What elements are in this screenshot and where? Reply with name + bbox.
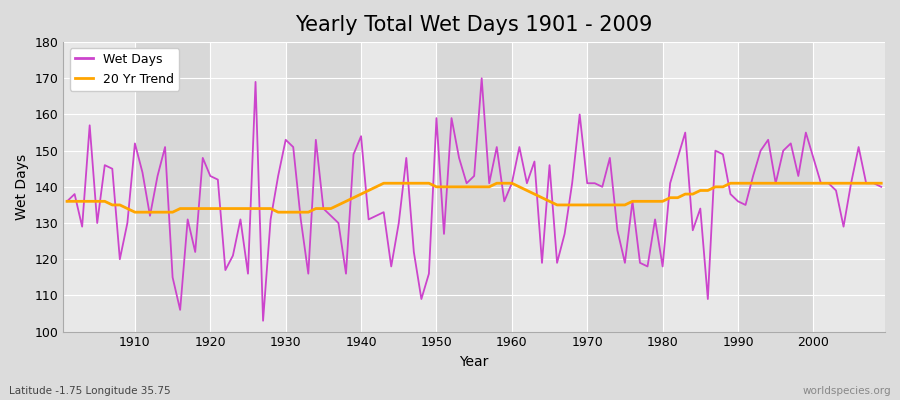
20 Yr Trend <box>378 181 389 186</box>
Bar <box>814 42 889 332</box>
Wet Days <box>257 318 268 323</box>
Bar <box>285 42 361 332</box>
20 Yr Trend <box>62 199 73 204</box>
Bar <box>587 42 662 332</box>
Text: Latitude -1.75 Longitude 35.75: Latitude -1.75 Longitude 35.75 <box>9 386 171 396</box>
20 Yr Trend <box>876 181 886 186</box>
Wet Days <box>476 76 487 81</box>
Bar <box>361 42 436 332</box>
Wet Days <box>612 228 623 233</box>
Y-axis label: Wet Days: Wet Days <box>15 154 29 220</box>
Wet Days <box>340 271 351 276</box>
20 Yr Trend <box>130 210 140 214</box>
20 Yr Trend <box>122 206 133 211</box>
Bar <box>512 42 587 332</box>
Bar <box>738 42 814 332</box>
Line: Wet Days: Wet Days <box>68 78 881 321</box>
20 Yr Trend <box>295 210 306 214</box>
Bar <box>662 42 738 332</box>
Wet Days <box>876 184 886 189</box>
Legend: Wet Days, 20 Yr Trend: Wet Days, 20 Yr Trend <box>69 48 179 91</box>
20 Yr Trend <box>514 184 525 189</box>
Text: worldspecies.org: worldspecies.org <box>803 386 891 396</box>
Wet Days <box>514 145 525 150</box>
Wet Days <box>521 181 532 186</box>
Bar <box>59 42 135 332</box>
20 Yr Trend <box>521 188 532 193</box>
Bar <box>135 42 211 332</box>
Wet Days <box>122 221 133 226</box>
20 Yr Trend <box>612 202 623 207</box>
Bar <box>436 42 512 332</box>
Wet Days <box>295 217 306 222</box>
Line: 20 Yr Trend: 20 Yr Trend <box>68 183 881 212</box>
20 Yr Trend <box>340 199 351 204</box>
Wet Days <box>62 199 73 204</box>
Title: Yearly Total Wet Days 1901 - 2009: Yearly Total Wet Days 1901 - 2009 <box>295 15 652 35</box>
X-axis label: Year: Year <box>460 355 489 369</box>
Bar <box>211 42 285 332</box>
